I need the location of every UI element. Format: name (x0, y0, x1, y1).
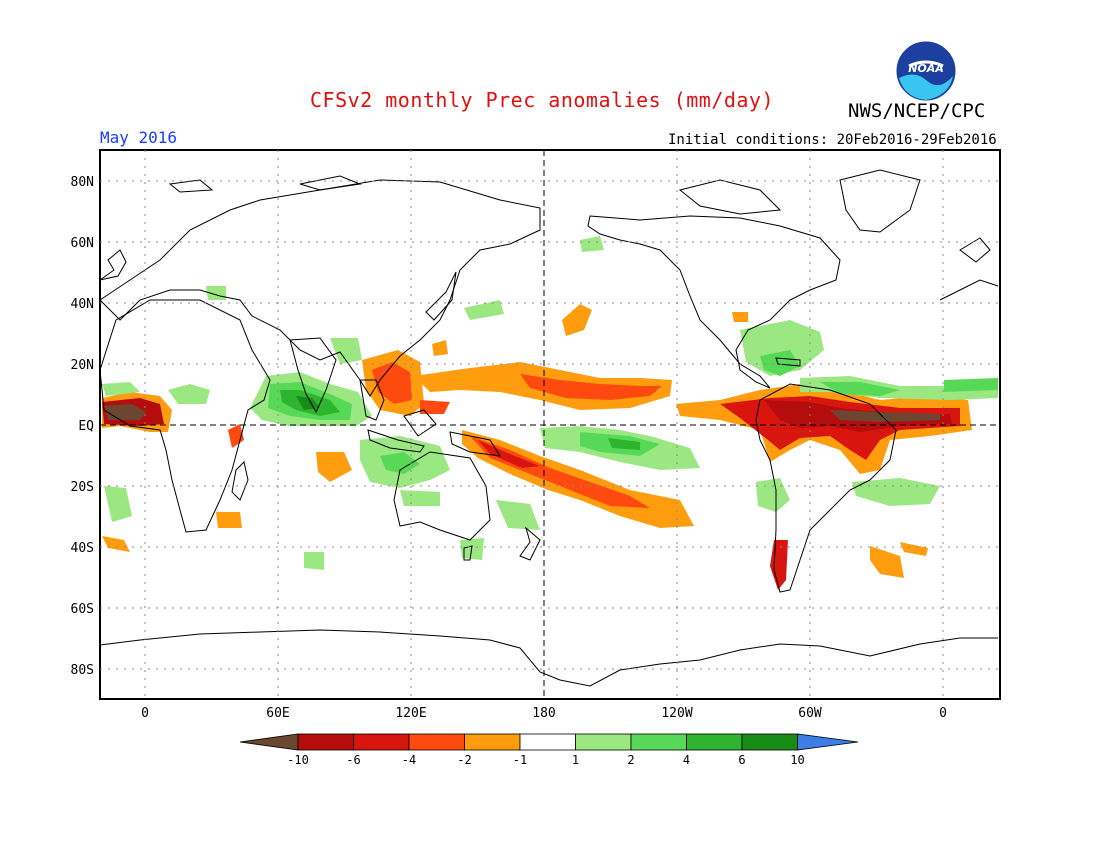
legend-swatch-6 (575, 733, 632, 751)
legend-label-5: 1 (572, 753, 579, 767)
grid (100, 150, 1000, 699)
color-legend: -10 -6 -4 -2 -1 1 2 4 6 10 (239, 733, 859, 767)
forecast-month: May 2016 (100, 128, 178, 147)
initial-conditions: Initial conditions: 20Feb2016-29Feb2016 (668, 132, 997, 148)
noaa-logo: NOAA (895, 40, 957, 102)
lat-labels: 80N 60N 40N 20N EQ 20S 40S 60S 80S (71, 175, 95, 678)
lat-label-eq: EQ (78, 419, 94, 434)
legend-swatch-2 (353, 733, 410, 751)
lat-label-40s: 40S (71, 541, 94, 556)
lat-label-80s: 80S (71, 663, 94, 678)
legend-swatch-5 (519, 733, 576, 751)
legend-label-4: -1 (513, 753, 527, 767)
lon-label-120e: 120E (395, 706, 426, 721)
lon-label-60e: 60E (266, 706, 289, 721)
legend-swatch-9 (741, 733, 798, 751)
lon-label-60w: 60W (798, 706, 822, 721)
legend-label-7: 4 (683, 753, 690, 767)
anomaly-shading (102, 236, 998, 590)
lat-label-20n: 20N (71, 358, 94, 373)
legend-swatch-3 (408, 733, 465, 751)
lon-labels: 0 60E 120E 180 120W 60W 0 (141, 706, 947, 721)
legend-swatch-1 (297, 733, 354, 751)
legend-label-6: 2 (627, 753, 634, 767)
legend-label-9: 10 (790, 753, 804, 767)
map-title: CFSv2 monthly Prec anomalies (mm/day) (310, 88, 775, 112)
legend-label-8: 6 (738, 753, 745, 767)
noaa-logo-text: NOAA (908, 62, 944, 75)
legend-swatch-8 (686, 733, 743, 751)
legend-swatch-0 (239, 733, 299, 751)
legend-label-1: -6 (346, 753, 360, 767)
lat-label-60n: 60N (71, 236, 94, 251)
lon-label-0-east: 0 (939, 706, 947, 721)
lon-label-180: 180 (532, 706, 555, 721)
lat-label-40n: 40N (71, 297, 94, 312)
coastlines (99, 169, 999, 687)
legend-label-2: -4 (402, 753, 416, 767)
legend-swatch-4 (464, 733, 521, 751)
legend-swatch-7 (630, 733, 687, 751)
lat-label-60s: 60S (71, 602, 94, 617)
legend-label-3: -2 (457, 753, 471, 767)
legend-label-0: -10 (287, 753, 309, 767)
lon-label-0-west: 0 (141, 706, 149, 721)
agency-label: NWS/NCEP/CPC (848, 100, 986, 122)
lon-label-120w: 120W (661, 706, 692, 721)
legend-swatch-10 (797, 733, 859, 751)
lat-label-20s: 20S (71, 480, 94, 495)
lat-label-80n: 80N (71, 175, 94, 190)
